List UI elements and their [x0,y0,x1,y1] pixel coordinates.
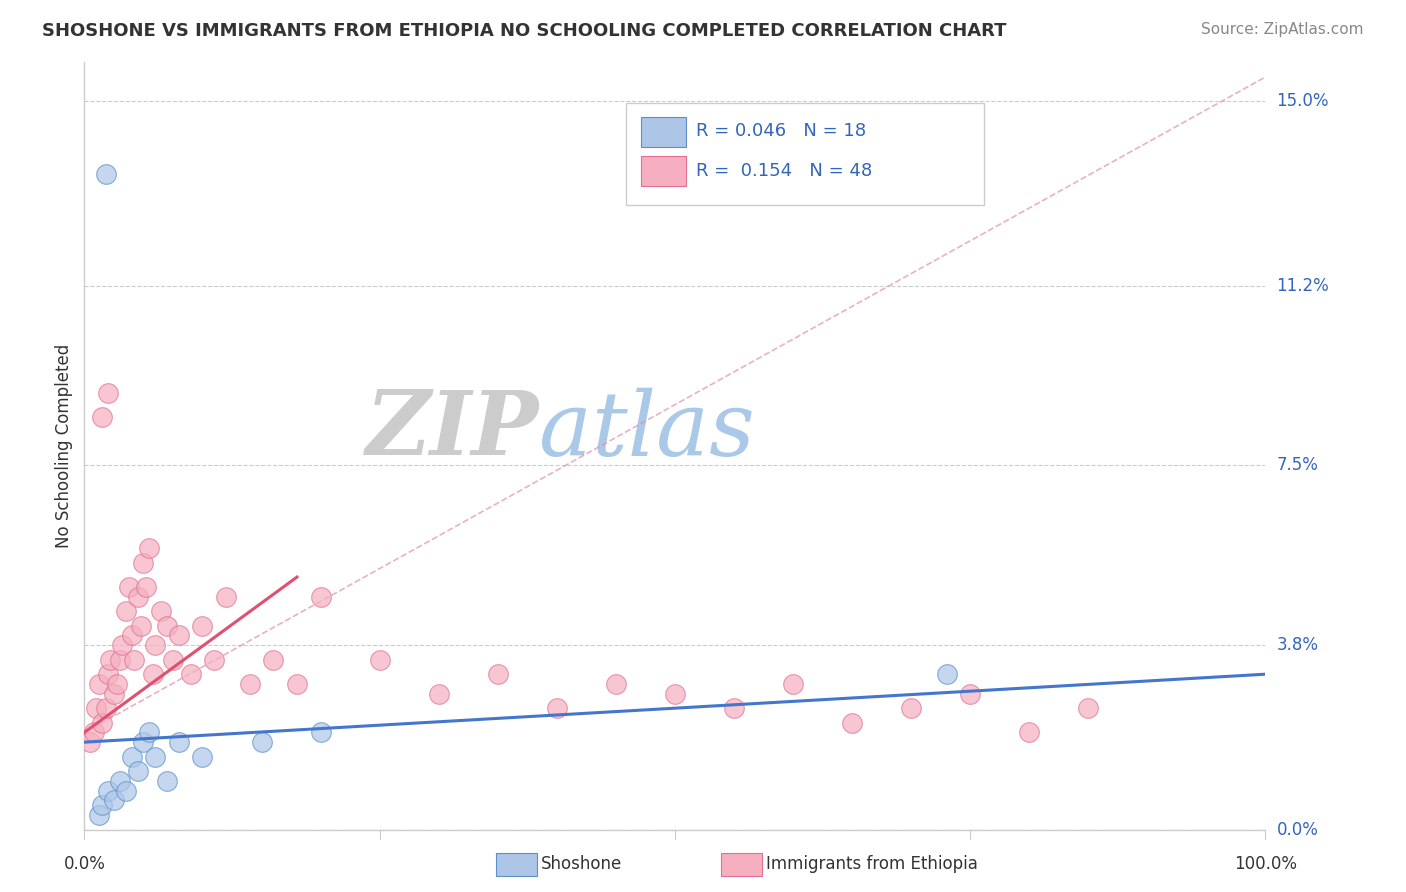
Point [1018,725,1040,739]
Point [368,652,391,666]
Point [79,735,101,749]
Point [127,764,149,779]
Text: ZIP: ZIP [366,387,538,474]
Point [156,774,179,789]
Point [97,783,120,797]
Point [121,749,143,764]
Point [138,725,160,739]
Point [87,808,110,822]
Point [1077,701,1099,715]
Point [900,701,922,715]
Point [108,774,131,789]
Text: 0.0%: 0.0% [1277,821,1319,838]
Point [94,167,117,181]
Point [118,580,141,594]
Point [94,701,117,715]
Point [127,590,149,604]
Point [250,735,273,749]
Point [91,409,114,424]
Point [191,618,214,632]
Point [309,590,332,604]
Point [605,677,627,691]
Text: R = 0.046   N = 18: R = 0.046 N = 18 [696,122,866,140]
Text: 15.0%: 15.0% [1277,92,1329,111]
Point [143,638,166,652]
Point [723,701,745,715]
Point [167,628,190,642]
Text: 100.0%: 100.0% [1234,855,1296,872]
Text: 7.5%: 7.5% [1277,457,1319,475]
Point [427,687,450,701]
Point [191,749,214,764]
Point [180,667,202,681]
Text: Shoshone: Shoshone [541,855,623,873]
Point [150,604,173,618]
Point [162,652,184,666]
Point [103,687,125,701]
Point [108,652,131,666]
Point [309,725,332,739]
Point [107,677,129,691]
Point [143,749,166,764]
Text: Source: ZipAtlas.com: Source: ZipAtlas.com [1201,22,1364,37]
Point [97,385,120,400]
Point [935,667,957,681]
Text: 0.0%: 0.0% [63,855,105,872]
Point [156,618,179,632]
Text: Immigrants from Ethiopia: Immigrants from Ethiopia [766,855,979,873]
Point [91,715,114,730]
Point [142,667,165,681]
Point [959,687,981,701]
Text: R =  0.154   N = 48: R = 0.154 N = 48 [696,162,872,180]
Point [83,725,105,739]
Point [215,590,238,604]
Point [262,652,284,666]
Text: SHOSHONE VS IMMIGRANTS FROM ETHIOPIA NO SCHOOLING COMPLETED CORRELATION CHART: SHOSHONE VS IMMIGRANTS FROM ETHIOPIA NO … [42,22,1007,40]
Point [546,701,568,715]
Point [122,652,145,666]
Point [111,638,134,652]
Point [97,667,120,681]
Point [239,677,262,691]
Point [841,715,863,730]
Point [202,652,225,666]
Point [91,798,114,813]
Point [98,652,121,666]
Point [167,735,190,749]
Point [285,677,308,691]
Point [121,628,143,642]
Point [87,677,110,691]
Point [486,667,509,681]
Point [138,541,160,555]
Text: atlas: atlas [538,387,755,474]
Point [664,687,686,701]
Point [132,556,155,570]
Point [103,793,125,807]
Point [114,604,136,618]
Y-axis label: No Schooling Completed: No Schooling Completed [55,344,73,548]
Point [114,783,136,797]
Point [132,735,155,749]
Point [135,580,157,594]
Point [782,677,804,691]
Text: 11.2%: 11.2% [1277,277,1329,294]
Text: 3.8%: 3.8% [1277,636,1319,654]
Point [84,701,107,715]
Point [129,618,152,632]
